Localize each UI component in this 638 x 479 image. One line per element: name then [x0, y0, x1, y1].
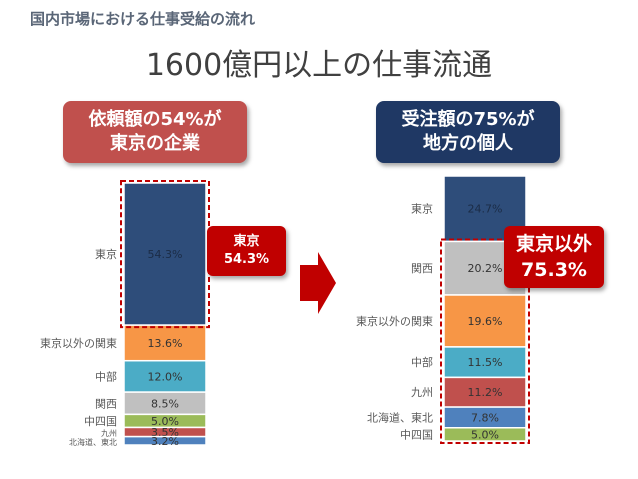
data-label: 5.0%	[151, 415, 179, 428]
data-label: 24.7%	[468, 203, 503, 216]
category-label: 北海道、東北	[69, 437, 117, 447]
category-label: 北海道、東北	[367, 410, 433, 424]
bar-segment	[123, 324, 207, 362]
category-label: 東京以外の関東	[40, 336, 117, 350]
data-label: 3.5%	[151, 426, 179, 439]
left-callout-line2: 東京の企業	[110, 133, 200, 154]
main-title: 1600億円以上の仕事流通	[145, 48, 493, 83]
bar-segment	[443, 294, 527, 348]
right-badge-line1: 東京以外	[515, 233, 592, 255]
left-badge-line1: 東京	[233, 234, 260, 249]
category-label: 関西	[411, 262, 433, 275]
category-label: 東京	[411, 202, 433, 216]
bar-segment	[123, 359, 207, 393]
right-callout-line2: 地方の個人	[423, 133, 513, 154]
category-label: 九州	[411, 386, 433, 399]
non-tokyo-highlight-box	[440, 238, 530, 444]
data-label: 5.0%	[471, 428, 499, 441]
category-label: 中四国	[84, 415, 117, 428]
right-badge-line2: 75.3%	[521, 259, 587, 281]
data-label: 19.6%	[468, 315, 503, 328]
data-label: 54.3%	[148, 248, 183, 261]
data-label: 3.2%	[151, 435, 179, 448]
bar-segment	[443, 376, 527, 408]
right-callout-line1: 受注額の75%が	[401, 109, 535, 130]
category-label: 中部	[411, 355, 433, 369]
category-label: 関西	[95, 397, 117, 410]
flow-arrow-icon	[300, 252, 336, 314]
bar-segment	[443, 427, 527, 442]
category-label: 九州	[101, 429, 117, 438]
data-label: 11.2%	[468, 386, 503, 399]
data-label: 7.8%	[471, 411, 499, 424]
left-callout: 依頼額の54%が 東京の企業	[63, 101, 247, 163]
header-title: 国内市場における仕事受給の流れ	[30, 10, 256, 28]
data-label: 13.6%	[148, 337, 183, 350]
category-label: 東京以外の関東	[356, 314, 433, 328]
right-callout: 受注額の75%が 地方の個人	[376, 101, 560, 163]
category-label: 中部	[95, 369, 117, 383]
data-label: 11.5%	[468, 356, 503, 369]
data-label: 20.2%	[468, 262, 503, 275]
left-badge-line2: 54.3%	[223, 252, 270, 267]
left-callout-line1: 依頼額の54%が	[88, 109, 222, 130]
data-label: 12.0%	[148, 370, 183, 383]
category-label: 中四国	[400, 428, 433, 441]
bar-segment	[123, 435, 207, 446]
left-stacked-bar: 54.3% 東京 13.6% 東京以外の関東 12.0% 中部 8.5% 関西 5.0% 中四国 3…	[40, 182, 207, 448]
left-badge: 東京 54.3%	[207, 226, 286, 276]
right-badge: 東京以外 75.3%	[504, 226, 604, 288]
category-label: 東京	[95, 247, 117, 261]
data-label: 8.5%	[151, 397, 179, 410]
